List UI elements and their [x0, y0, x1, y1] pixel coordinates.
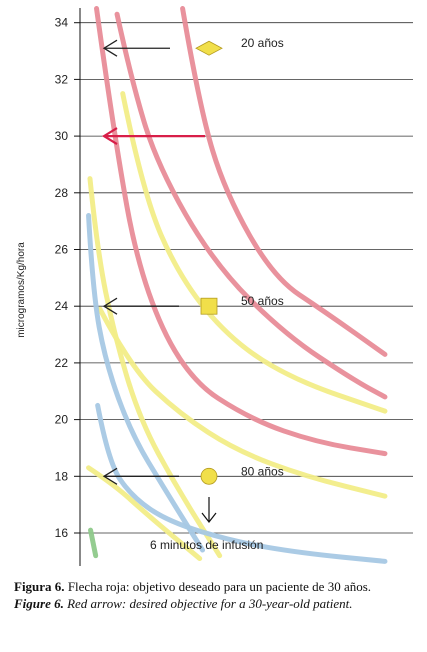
curve-5 — [120, 91, 388, 414]
arrow-head-1 — [102, 39, 118, 57]
caption-es-text: Flecha roja: objetivo deseado para un pa… — [67, 579, 372, 594]
y-tick-label-16: 16 — [55, 526, 69, 540]
y-tick-label-26: 26 — [55, 243, 69, 257]
y-tick-label-34: 34 — [55, 16, 69, 30]
arrows — [101, 39, 205, 485]
y-tick-labels: 16 18 20 22 24 26 28 30 32 34 — [55, 16, 80, 540]
curve-3 — [114, 11, 388, 400]
infusion-label: 6 minutos de infusión — [150, 538, 263, 552]
y-tick-label-20: 20 — [55, 413, 69, 427]
y-tick-label-32: 32 — [55, 72, 69, 86]
marker-diamond — [195, 40, 223, 56]
infusion-annotation: 6 minutos de infusión — [150, 497, 263, 552]
caption-spanish: Figura 6. Flecha roja: objetivo deseado … — [14, 578, 419, 595]
figure-caption: Figura 6. Flecha roja: objetivo deseado … — [14, 578, 419, 612]
y-tick-label-22: 22 — [55, 356, 69, 370]
curve-6 — [97, 306, 388, 499]
curve-8 — [86, 212, 206, 553]
caption-en-text: Red arrow: desired objective for a 30-ye… — [67, 596, 353, 611]
marker-label-3: 80 años — [241, 464, 284, 478]
down-arrow-head — [201, 512, 217, 523]
marker-label-2: 50 años — [241, 294, 284, 308]
y-tick-label-24: 24 — [55, 299, 69, 313]
caption-english: Figure 6. Red arrow: desired objective f… — [14, 595, 419, 612]
y-tick-label-30: 30 — [55, 129, 69, 143]
curves — [86, 6, 388, 564]
markers: 20 años 50 años 80 años — [195, 36, 284, 485]
curve-2 — [180, 6, 388, 357]
curve-7 — [86, 465, 203, 562]
curve-1 — [94, 6, 388, 457]
arrow-head-2 — [101, 127, 118, 146]
marker-square — [200, 297, 218, 315]
marker-label-1: 20 años — [241, 36, 284, 50]
chart: 16 18 20 22 24 26 28 30 32 34 microgramos/Kg/hora… — [16, 6, 413, 566]
y-axis-label: microgramos/Kg/hora — [16, 242, 27, 338]
curve-4 — [87, 176, 223, 559]
arrow-head-3 — [102, 297, 118, 315]
y-tick-label-18: 18 — [55, 469, 69, 483]
caption-es-label: Figura 6. — [14, 579, 65, 594]
marker-circle — [200, 467, 218, 485]
y-tick-label-28: 28 — [55, 186, 69, 200]
grid-lines — [80, 22, 413, 534]
arrow-head-4 — [102, 467, 118, 485]
caption-en-label: Figure 6. — [14, 596, 64, 611]
curve-9 — [95, 402, 388, 564]
curve-10 — [88, 527, 99, 559]
